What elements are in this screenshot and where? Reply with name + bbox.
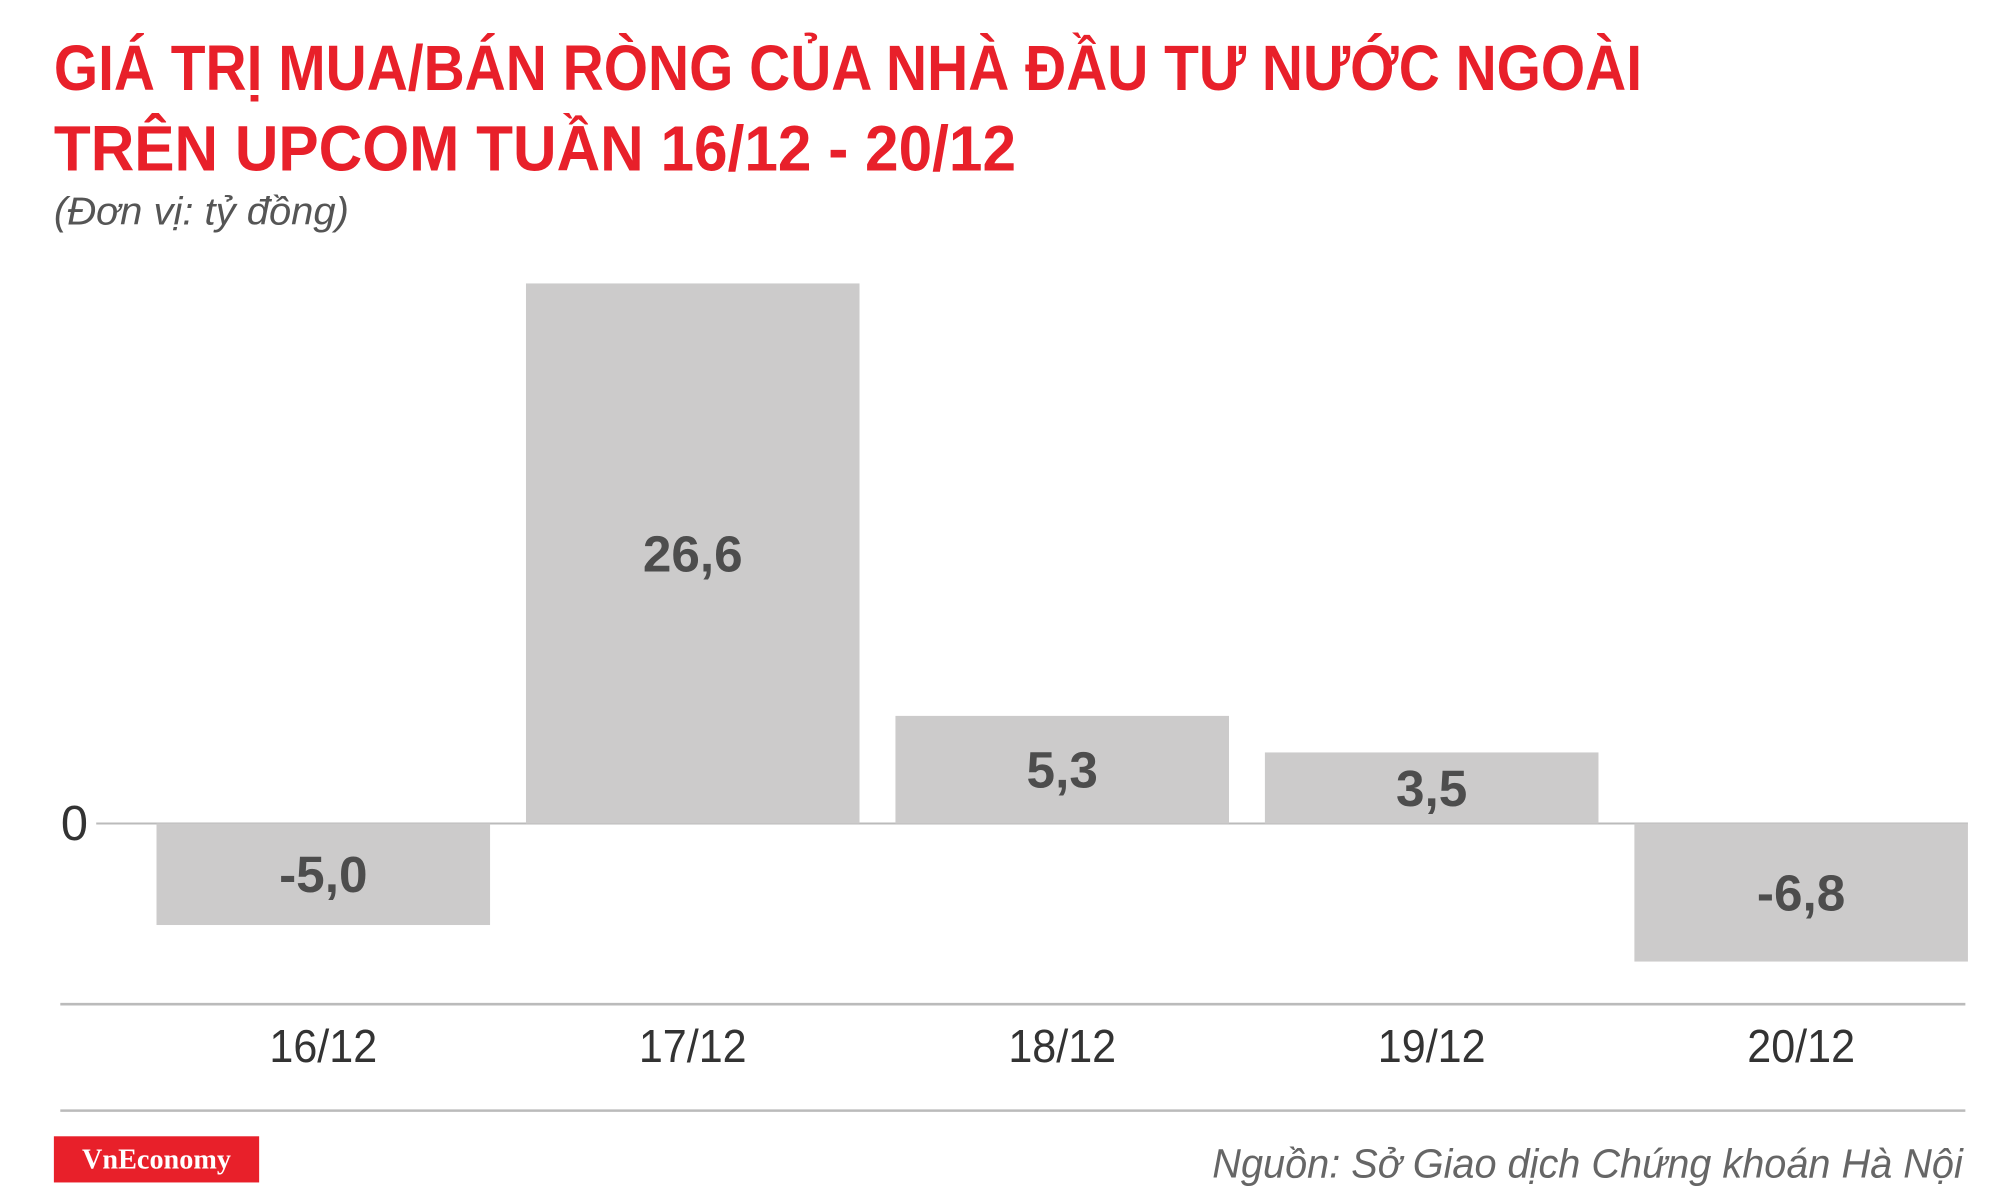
bar: [895, 715, 1229, 824]
x-tick-label: 18/12: [1008, 1020, 1116, 1072]
chart-subtitle: (Đơn vị: tỷ đồng): [54, 190, 349, 233]
value-label: 3,5: [1396, 760, 1467, 817]
value-label: -6,8: [1757, 864, 1845, 921]
source: Nguồn: Sở Giao dịch Chứng khoán Hà Nội: [1212, 1140, 1964, 1186]
value-label: 5,3: [1027, 742, 1098, 799]
bar: [1634, 823, 1968, 962]
x-tick-label: 17/12: [639, 1020, 747, 1072]
brand-box: [53, 1136, 260, 1183]
bar: [156, 823, 491, 926]
value-label: -5,0: [279, 846, 367, 903]
chart-title: GIÁ TRỊ MUA/BÁN RÒNG CỦA NHÀ ĐẦU TƯ NƯỚC…: [54, 31, 1642, 104]
y-tick-label: 0: [61, 797, 88, 851]
chart-title: TRÊN UPCOM TUẦN 16/12 - 20/12: [54, 112, 1016, 185]
x-tick-label: 20/12: [1747, 1020, 1855, 1072]
brand: VnEconomy: [82, 1144, 231, 1175]
bar: [1264, 752, 1599, 824]
bar: [525, 283, 860, 824]
x-tick-label: 19/12: [1378, 1020, 1486, 1072]
value-label: 26,6: [643, 525, 743, 582]
x-tick-label: 16/12: [269, 1020, 377, 1072]
